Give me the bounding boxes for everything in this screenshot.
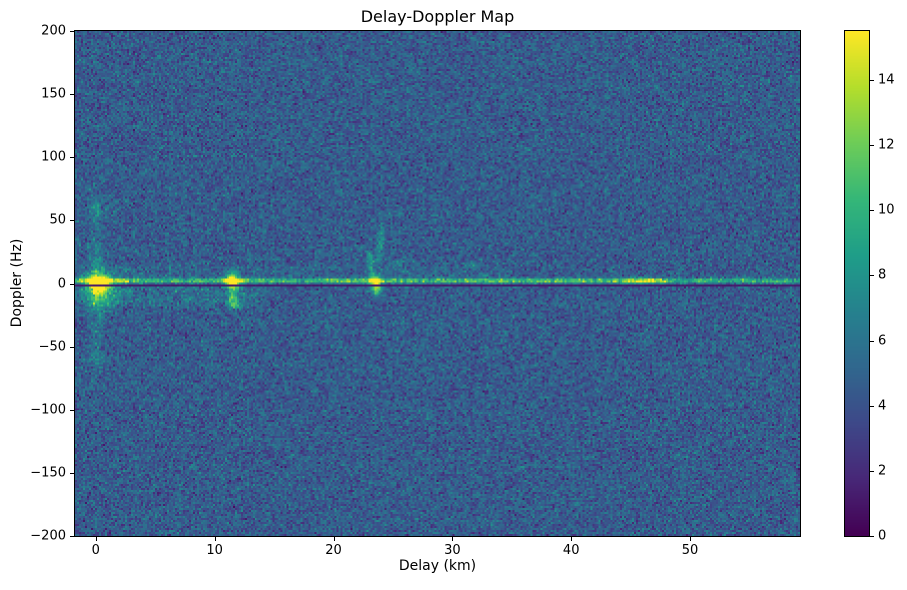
colorbar-tick-label: 14 xyxy=(878,72,895,88)
x-tick-mark xyxy=(452,537,454,541)
y-tick-label: 100 xyxy=(41,149,66,165)
x-tick-mark xyxy=(333,537,335,541)
y-tick-mark xyxy=(70,346,74,348)
x-tick-label: 40 xyxy=(562,543,580,558)
y-tick-label: −150 xyxy=(30,465,66,481)
y-tick-mark xyxy=(70,472,74,474)
colorbar-tick-label: 0 xyxy=(878,528,887,544)
x-tick-mark xyxy=(690,537,692,541)
y-tick-label: −50 xyxy=(38,339,66,355)
y-tick-mark xyxy=(70,31,74,32)
y-tick-label: 200 xyxy=(41,23,66,39)
x-tick-mark xyxy=(571,537,573,541)
y-tick-mark xyxy=(70,409,74,411)
y-tick-mark xyxy=(70,283,74,285)
y-tick-mark xyxy=(70,536,74,537)
y-tick-label: −100 xyxy=(30,402,66,418)
x-tick-label: 0 xyxy=(91,543,100,558)
y-tick-mark xyxy=(70,94,74,96)
colorbar-tick-label: 12 xyxy=(878,137,895,153)
colorbar-canvas xyxy=(845,31,869,536)
colorbar-tick-mark xyxy=(870,405,874,407)
y-tick-mark xyxy=(70,220,74,222)
colorbar-tick-label: 2 xyxy=(878,463,887,479)
colorbar-tick-mark xyxy=(870,536,874,537)
x-tick-label: 10 xyxy=(206,543,223,558)
colorbar-tick-label: 8 xyxy=(878,267,887,283)
colorbar-tick-mark xyxy=(870,145,874,147)
y-tick-label: −200 xyxy=(30,528,66,544)
colorbar xyxy=(844,30,870,537)
colorbar-tick-label: 4 xyxy=(878,398,887,414)
x-tick-mark xyxy=(214,537,216,541)
plot-area xyxy=(74,30,801,537)
colorbar-tick-mark xyxy=(870,470,874,472)
x-tick-mark xyxy=(95,537,97,541)
colorbar-tick-mark xyxy=(870,340,874,342)
colorbar-tick-mark xyxy=(870,79,874,81)
colorbar-tick-mark xyxy=(870,275,874,277)
colorbar-tick-label: 10 xyxy=(878,202,895,218)
y-tick-label: 0 xyxy=(57,276,66,291)
x-tick-label: 30 xyxy=(444,543,461,558)
chart-title: Delay-Doppler Map xyxy=(360,7,515,26)
heatmap-canvas xyxy=(75,31,800,536)
x-tick-label: 50 xyxy=(681,543,699,558)
y-tick-mark xyxy=(70,157,74,159)
colorbar-tick-label: 6 xyxy=(878,333,887,349)
colorbar-tick-mark xyxy=(870,210,874,212)
x-axis-label: Delay (km) xyxy=(398,558,477,574)
y-tick-label: 150 xyxy=(41,86,66,102)
x-tick-label: 20 xyxy=(325,543,342,558)
y-tick-label: 50 xyxy=(49,212,66,228)
